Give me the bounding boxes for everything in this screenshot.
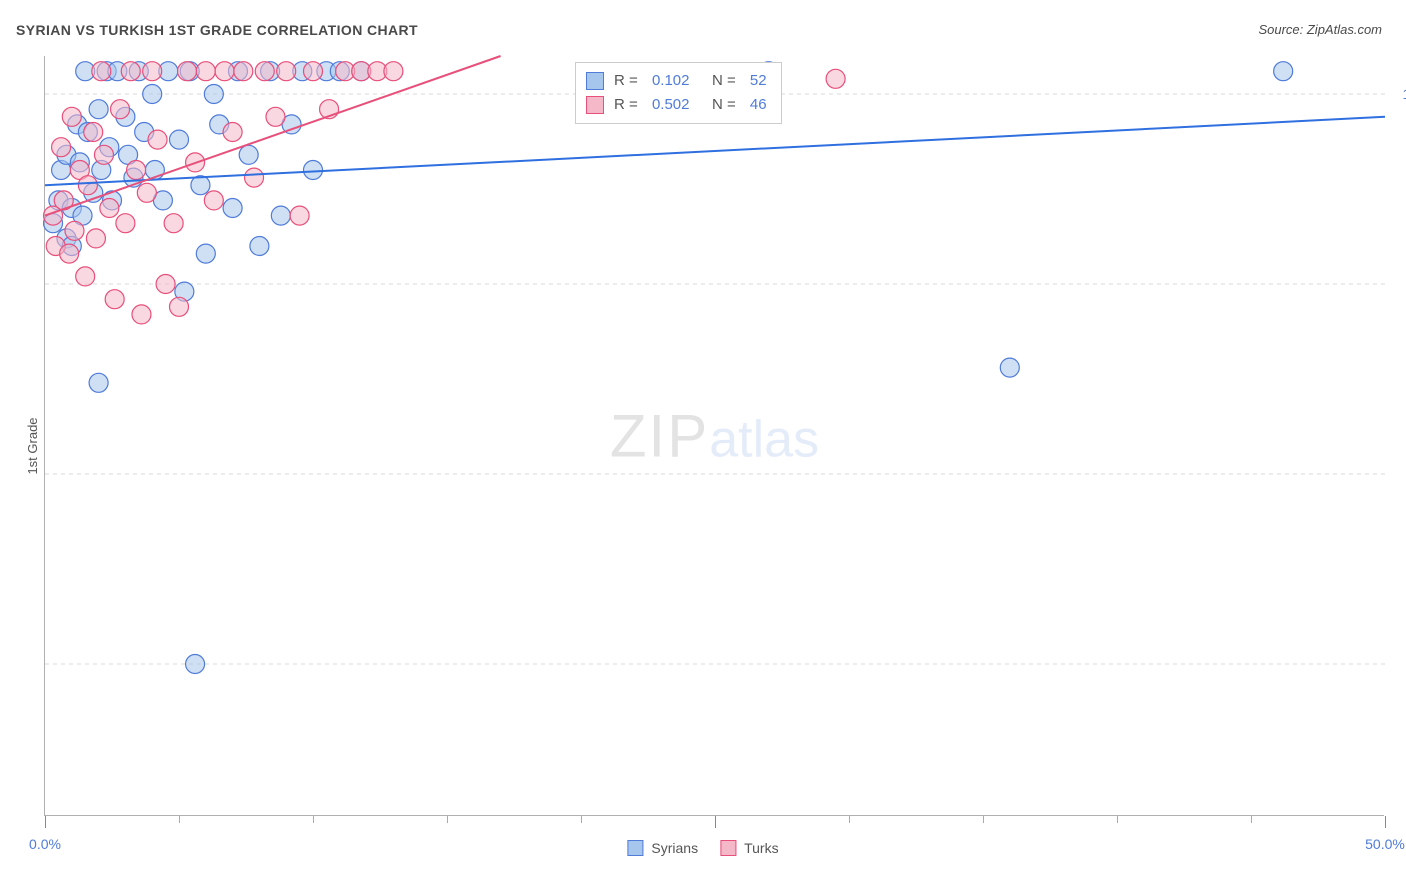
x-tick-label: 0.0% — [29, 836, 61, 852]
stat-n-value: 52 — [750, 69, 767, 93]
plot-area: ZIPatlas R = 0.102 N = 52R = 0.502 N = 4… — [44, 56, 1384, 816]
source-attribution: Source: ZipAtlas.com — [1258, 22, 1382, 37]
x-tick-major — [45, 816, 46, 828]
stat-r-value: 0.102 — [652, 69, 690, 93]
series-legend: Syrians Turks — [627, 840, 778, 856]
stat-r-value: 0.502 — [652, 93, 690, 117]
x-tick-minor — [581, 816, 582, 823]
y-axis-label: 1st Grade — [25, 417, 40, 474]
stat-r-label: R = — [614, 69, 642, 93]
legend-label: Syrians — [651, 840, 698, 856]
stat-n-label: N = — [699, 69, 739, 93]
y-tick-label: 100.0% — [1403, 86, 1406, 102]
x-tick-minor — [849, 816, 850, 823]
x-tick-label: 50.0% — [1365, 836, 1405, 852]
legend-swatch-icon — [627, 840, 643, 856]
correlation-legend: R = 0.102 N = 52R = 0.502 N = 46 — [575, 62, 782, 124]
x-tick-minor — [1251, 816, 1252, 823]
stat-n-value: 46 — [750, 93, 767, 117]
x-tick-major — [1385, 816, 1386, 828]
plot-svg — [45, 56, 1385, 816]
legend-swatch-icon — [586, 72, 604, 90]
chart-container: SYRIAN VS TURKISH 1ST GRADE CORRELATION … — [0, 0, 1406, 892]
legend-swatch-icon — [720, 840, 736, 856]
chart-title: SYRIAN VS TURKISH 1ST GRADE CORRELATION … — [16, 22, 418, 38]
x-tick-minor — [313, 816, 314, 823]
stat-legend-row: R = 0.102 N = 52 — [586, 69, 767, 93]
x-tick-minor — [179, 816, 180, 823]
x-tick-major — [715, 816, 716, 828]
legend-label: Turks — [744, 840, 778, 856]
stat-r-label: R = — [614, 93, 642, 117]
x-tick-minor — [1117, 816, 1118, 823]
legend-item: Syrians — [627, 840, 698, 856]
legend-item: Turks — [720, 840, 778, 856]
legend-swatch-icon — [586, 96, 604, 114]
stat-legend-row: R = 0.502 N = 46 — [586, 93, 767, 117]
x-tick-minor — [983, 816, 984, 823]
x-tick-minor — [447, 816, 448, 823]
stat-n-label: N = — [699, 93, 739, 117]
